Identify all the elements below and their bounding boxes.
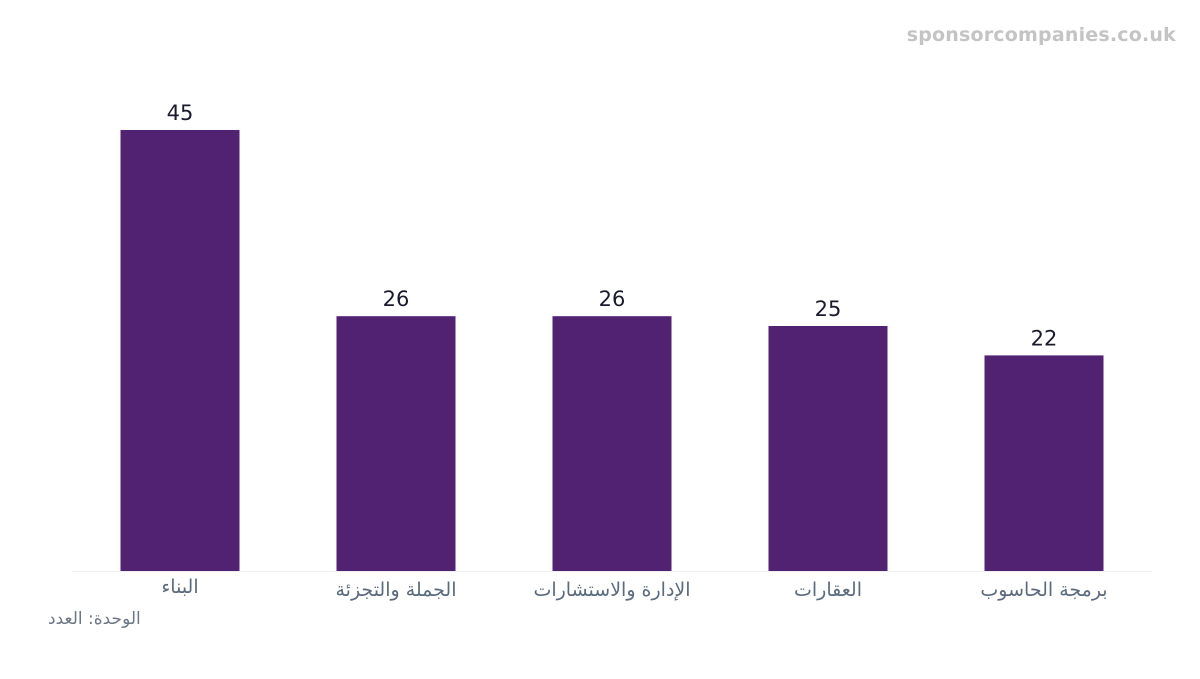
x-tick-label: البناء xyxy=(161,576,198,598)
bar-value-label: 22 xyxy=(1031,326,1058,350)
bar-value-label: 45 xyxy=(167,101,194,125)
unit-label: الوحدة: العدد xyxy=(48,609,141,629)
bar[interactable] xyxy=(984,355,1104,571)
bar[interactable] xyxy=(552,316,672,571)
bar[interactable] xyxy=(336,316,456,571)
x-tick-label: الجملة والتجزئة xyxy=(335,579,456,601)
bar[interactable] xyxy=(120,130,240,571)
x-tick-label: العقارات xyxy=(794,579,862,601)
bar-value-label: 26 xyxy=(599,287,626,311)
x-tick-label: برمجة الحاسوب xyxy=(980,579,1107,601)
bar-value-label: 25 xyxy=(815,297,842,321)
bar[interactable] xyxy=(768,326,888,571)
watermark: sponsorcompanies.co.uk xyxy=(906,24,1176,46)
x-tick-label: الإدارة والاستشارات xyxy=(533,579,690,601)
bar-value-label: 26 xyxy=(383,287,410,311)
